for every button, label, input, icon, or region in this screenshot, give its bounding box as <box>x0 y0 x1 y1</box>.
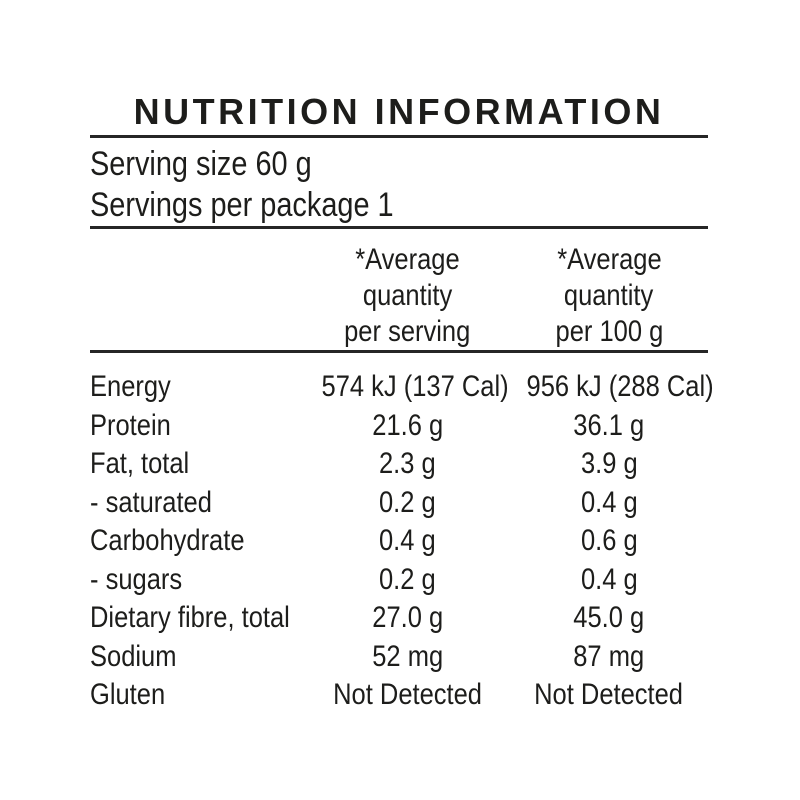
table-row-fat-total: Fat, total 2.3 g 3.9 g <box>90 445 708 484</box>
nutrient-label: - saturated <box>90 485 212 519</box>
table-row-sugars: - sugars 0.2 g 0.4 g <box>90 561 708 600</box>
nutrient-label: Protein <box>90 408 171 442</box>
value-per-serving: 52 mg <box>372 639 443 673</box>
value-per-100g: 3.9 g <box>580 447 638 480</box>
table-row-protein: Protein 21.6 g 36.1 g <box>90 407 708 446</box>
column-headers: *Average quantity per serving *Average q… <box>90 229 708 350</box>
table-row-saturated: - saturated 0.2 g 0.4 g <box>90 484 708 523</box>
value-per-100g: 87 mg <box>573 639 645 673</box>
value-per-100g: Not Detected <box>534 678 684 711</box>
nutrient-label: Gluten <box>90 678 166 711</box>
table-row-gluten: Gluten Not Detected Not Detected <box>90 676 708 715</box>
serving-size-line: Serving size 60 g <box>90 144 708 185</box>
table-row-carbohydrate: Carbohydrate 0.4 g 0.6 g <box>90 522 708 561</box>
divider-under-title <box>90 135 708 138</box>
nutrient-label: Fat, total <box>90 447 190 480</box>
divider-under-serving-info <box>90 226 708 229</box>
value-per-serving: 2.3 g <box>379 447 436 480</box>
servings-per-package-line: Servings per package 1 <box>90 185 708 226</box>
nutrient-label: Energy <box>90 370 171 403</box>
value-per-serving: 574 kJ (137 Cal) <box>321 370 509 403</box>
value-per-100g: 36.1 g <box>573 408 645 442</box>
header-per-100g-line3: per 100 g <box>555 315 663 348</box>
header-per-serving-line1: *Average <box>355 243 460 276</box>
value-per-100g: 0.4 g <box>580 485 638 519</box>
table-row-sodium: Sodium 52 mg 87 mg <box>90 638 708 677</box>
value-per-100g: 0.4 g <box>580 562 638 596</box>
nutrient-label: Carbohydrate <box>90 524 245 557</box>
value-per-serving: 0.2 g <box>379 562 436 596</box>
header-spacer <box>90 242 305 350</box>
servings-per-package-text: Servings per package 1 <box>90 186 394 224</box>
nutrient-label: Sodium <box>90 639 177 673</box>
nutrient-table: Energy 574 kJ (137 Cal) 956 kJ (288 Cal)… <box>90 353 714 715</box>
value-per-serving: 0.4 g <box>379 524 436 557</box>
serving-size-text: Serving size 60 g <box>90 145 312 183</box>
value-per-serving: 27.0 g <box>372 601 443 634</box>
value-per-serving: 21.6 g <box>372 408 443 442</box>
value-per-serving: Not Detected <box>333 678 482 711</box>
table-row-energy: Energy 574 kJ (137 Cal) 956 kJ (288 Cal) <box>90 368 714 407</box>
header-per-100g-line1: *Average <box>556 243 662 276</box>
table-row-dietary-fibre: Dietary fibre, total 27.0 g 45.0 g <box>90 599 708 638</box>
nutrition-panel: NUTRITION INFORMATION Serving size 60 g … <box>90 0 714 715</box>
nutrient-label: - sugars <box>90 562 183 596</box>
value-per-100g: 0.6 g <box>580 524 638 557</box>
header-per-serving-line2: quantity <box>362 279 453 312</box>
header-per-100g: *Average quantity per 100 g <box>510 242 708 350</box>
serving-info: Serving size 60 g Servings per package 1 <box>90 144 708 226</box>
value-per-100g: 45.0 g <box>573 601 645 634</box>
panel-title: NUTRITION INFORMATION <box>133 91 665 132</box>
value-per-100g: 956 kJ (288 Cal) <box>526 370 714 403</box>
header-per-serving-line3: per serving <box>344 315 471 348</box>
header-per-100g-line2: quantity <box>564 279 654 312</box>
divider-under-headers <box>90 350 708 353</box>
nutrient-label: Dietary fibre, total <box>90 601 290 634</box>
header-per-serving: *Average quantity per serving <box>305 242 510 350</box>
value-per-serving: 0.2 g <box>379 485 436 519</box>
